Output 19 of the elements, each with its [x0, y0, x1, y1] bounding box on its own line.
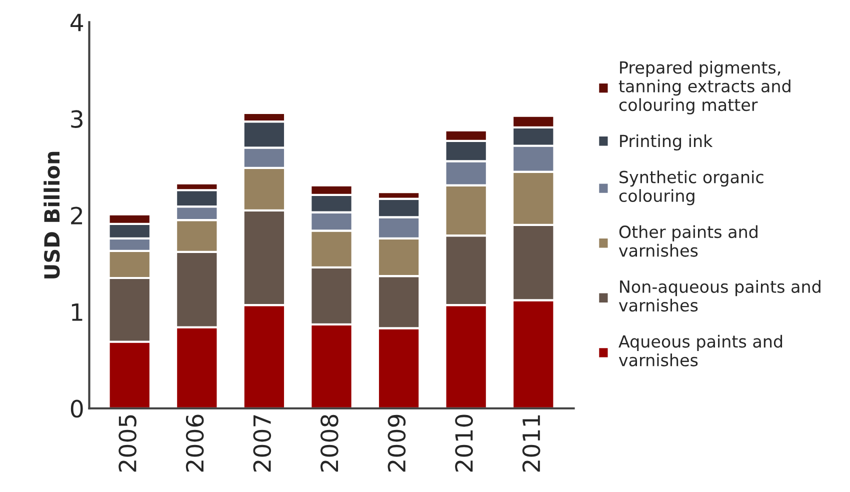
y-tick-label: 0: [70, 400, 83, 418]
x-tick-label: 2010: [455, 414, 473, 472]
legend-label: Other paints and varnishes: [618, 225, 758, 257]
legend-label: Printing ink: [620, 134, 713, 150]
x-tick-label: 2009: [388, 414, 406, 472]
x-tick-label: 2007: [253, 415, 272, 472]
legend-label: Synthetic organic colouring: [619, 170, 764, 206]
x-tick-label: 2008: [320, 414, 338, 472]
y-tick-label: 2: [71, 206, 82, 224]
x-tick-label: 2005: [118, 415, 136, 472]
x-tick-label: 2006: [186, 414, 204, 472]
y-tick-label: 1: [72, 304, 82, 321]
legend-label: Non-aqueous paints and varnishes: [618, 280, 820, 312]
y-axis-title: USD Billion: [44, 152, 60, 278]
y-tick-label: 4: [70, 14, 84, 32]
x-tick-label: 2011: [522, 415, 540, 472]
legend-label: Aqueous paints and varnishes: [618, 334, 782, 366]
legend-label: Prepared pigments, tanning extracts and colouring matter: [618, 60, 790, 114]
y-tick-label: 3: [71, 110, 82, 128]
